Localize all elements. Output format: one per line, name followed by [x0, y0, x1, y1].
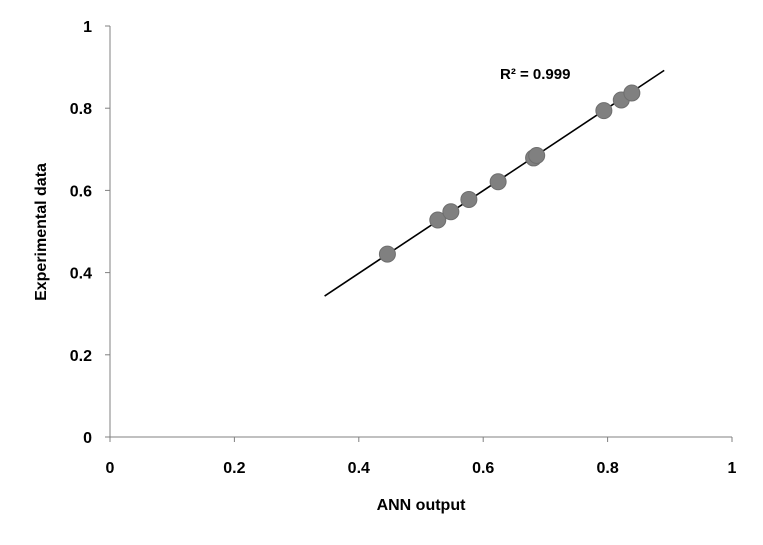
x-tick-label: 1	[728, 460, 737, 477]
ticks: 0 0.2 0.4 0.6 0.8 1 0 0.2 0.4 0.6 0.8 1	[70, 19, 737, 477]
x-tick-label: 0.8	[596, 460, 618, 477]
r-squared-annotation: R² = 0.999	[500, 66, 570, 83]
y-tick-label: 1	[83, 19, 92, 36]
axes	[109, 26, 732, 438]
data-points	[378, 84, 641, 263]
y-tick-label: 0.2	[70, 348, 92, 365]
x-tick-label: 0.2	[223, 460, 245, 477]
data-point	[442, 203, 460, 221]
x-axis-title: ANN output	[377, 497, 467, 514]
x-tick-label: 0.6	[472, 460, 494, 477]
data-point	[623, 84, 641, 102]
x-tick-label: 0	[106, 460, 115, 477]
x-tick-label: 0.4	[348, 460, 370, 477]
y-tick-label: 0.8	[70, 101, 92, 118]
data-point	[595, 102, 613, 120]
y-tick-label: 0.4	[70, 266, 92, 283]
y-tick-label: 0.6	[70, 183, 92, 200]
data-point	[460, 190, 478, 208]
y-tick-label: 0	[83, 430, 92, 447]
y-axis-title: Experimental data	[33, 163, 50, 301]
data-point	[528, 146, 546, 164]
data-point	[429, 211, 447, 229]
data-point	[489, 173, 507, 191]
data-point	[378, 245, 396, 263]
